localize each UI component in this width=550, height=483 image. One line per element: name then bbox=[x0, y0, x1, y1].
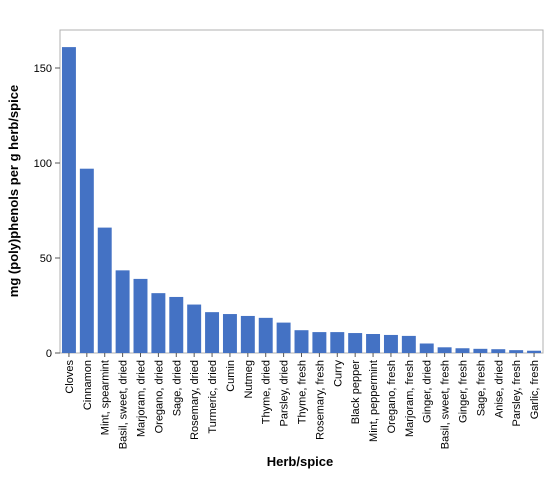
x-tick-label: Mint, spearmint bbox=[100, 360, 112, 435]
x-tick-label: Thyme, dried bbox=[261, 360, 273, 424]
x-tick-label: Cumin bbox=[225, 360, 237, 392]
bar bbox=[97, 227, 112, 353]
y-tick-label: 0 bbox=[46, 348, 52, 360]
bars bbox=[61, 47, 542, 353]
x-tick-label: Sage, dried bbox=[171, 360, 183, 416]
y-axis: 0 50 100 150 bbox=[34, 63, 60, 360]
bar bbox=[205, 312, 220, 353]
bar bbox=[312, 332, 327, 353]
bar bbox=[240, 315, 255, 353]
bar bbox=[258, 317, 273, 353]
bar bbox=[276, 322, 291, 353]
x-axis-title: Herb/spice bbox=[267, 454, 333, 469]
bar bbox=[294, 330, 309, 353]
x-tick-label: Thyme, fresh bbox=[297, 360, 309, 424]
x-tick-label: Mint, peppermint bbox=[368, 360, 380, 442]
x-tick-label: Cloves bbox=[64, 360, 76, 394]
x-tick-label: Basil, sweet, dried bbox=[118, 360, 130, 449]
plot-frame bbox=[59, 29, 544, 354]
bar bbox=[151, 293, 166, 353]
bar bbox=[437, 347, 452, 353]
bar bbox=[330, 332, 345, 353]
bar bbox=[348, 333, 363, 353]
bar bbox=[366, 334, 381, 353]
x-tick-label: Ginger, dried bbox=[422, 360, 434, 423]
x-tick-label: Sage, fresh bbox=[475, 360, 487, 416]
bar bbox=[383, 334, 398, 353]
x-tick-label: Marjoram, fresh bbox=[404, 360, 416, 437]
x-tick-label: Nutmeg bbox=[243, 360, 255, 399]
bar bbox=[61, 47, 76, 353]
x-tick-label: Parsley, dried bbox=[279, 360, 291, 426]
bar bbox=[401, 335, 416, 353]
x-axis: Cloves Cinnamon Mint, spearmint Basil, swee… bbox=[64, 353, 541, 449]
bar bbox=[473, 348, 488, 353]
y-axis-title: mg (poly)phenols per g herb/spice bbox=[6, 85, 21, 297]
x-tick-label: Oregano, fresh bbox=[386, 360, 398, 433]
x-tick-label: Black pepper bbox=[350, 360, 362, 425]
bar bbox=[133, 278, 148, 353]
x-tick-label: Oregano, dried bbox=[153, 360, 165, 433]
bar bbox=[115, 270, 130, 353]
bar bbox=[169, 296, 184, 353]
x-tick-label: Anise, dried bbox=[493, 360, 505, 418]
x-tick-label: Ginger, fresh bbox=[458, 360, 470, 423]
y-tick-label: 150 bbox=[34, 63, 52, 75]
x-tick-label: Cinnamon bbox=[82, 360, 94, 410]
bar bbox=[419, 343, 434, 353]
bar bbox=[222, 314, 237, 353]
y-tick-label: 100 bbox=[34, 158, 52, 170]
bar bbox=[455, 348, 470, 353]
x-tick-label: Rosemary, fresh bbox=[314, 360, 326, 440]
x-tick-label: Basil, sweet, fresh bbox=[440, 360, 452, 449]
x-tick-label: Garlic, fresh bbox=[529, 360, 541, 419]
x-tick-label: Turmeric, dried bbox=[207, 360, 219, 434]
bar bbox=[187, 304, 202, 353]
x-tick-label: Curry bbox=[332, 360, 344, 387]
bar bbox=[491, 349, 506, 353]
x-tick-label: Rosemary, dried bbox=[189, 360, 201, 440]
bar bbox=[509, 350, 524, 353]
y-tick-label: 50 bbox=[40, 253, 52, 265]
x-tick-label: Parsley, fresh bbox=[511, 360, 523, 426]
bar bbox=[79, 168, 94, 353]
bar bbox=[527, 350, 542, 353]
x-tick-label: Marjoram, dried bbox=[136, 360, 148, 437]
